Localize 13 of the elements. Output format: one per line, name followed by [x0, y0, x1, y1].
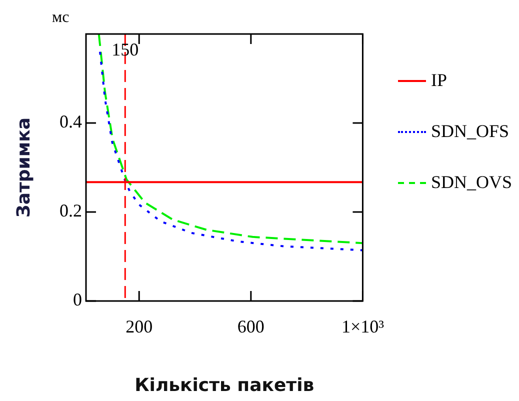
legend-label: SDN_OFS [431, 121, 510, 142]
y-axis-title: Затримка [13, 118, 34, 218]
ref-line-label: 150 [112, 40, 139, 60]
legend-label: IP [431, 70, 448, 91]
text: мс [52, 9, 70, 26]
x-tick-label: 600 [237, 316, 264, 337]
y-tick-label: 0.4 [60, 112, 82, 132]
y-tick-label: 0 [73, 290, 82, 310]
legend-label: SDN_OVS [431, 172, 512, 193]
x-axis-title: Кількість пакетів [134, 374, 314, 396]
x-tick-label: 1×10³ [341, 316, 385, 337]
x-tick-label: 200 [126, 316, 153, 337]
y-tick-label: 0.2 [60, 200, 82, 221]
